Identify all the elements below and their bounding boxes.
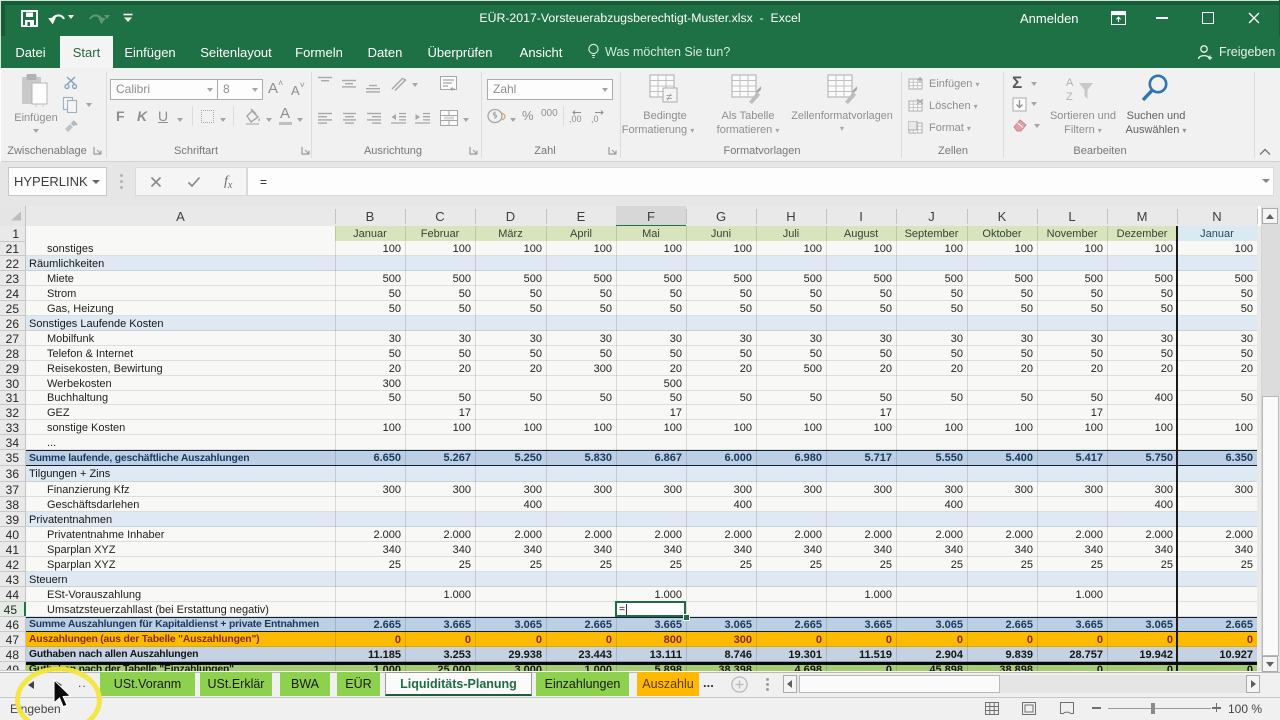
svg-text:,00: ,00 bbox=[569, 114, 582, 124]
svg-text:,0: ,0 bbox=[591, 114, 599, 124]
svg-text:A: A bbox=[1066, 77, 1074, 89]
svg-text:Z: Z bbox=[1066, 91, 1073, 103]
svg-text:≠: ≠ bbox=[666, 92, 672, 104]
